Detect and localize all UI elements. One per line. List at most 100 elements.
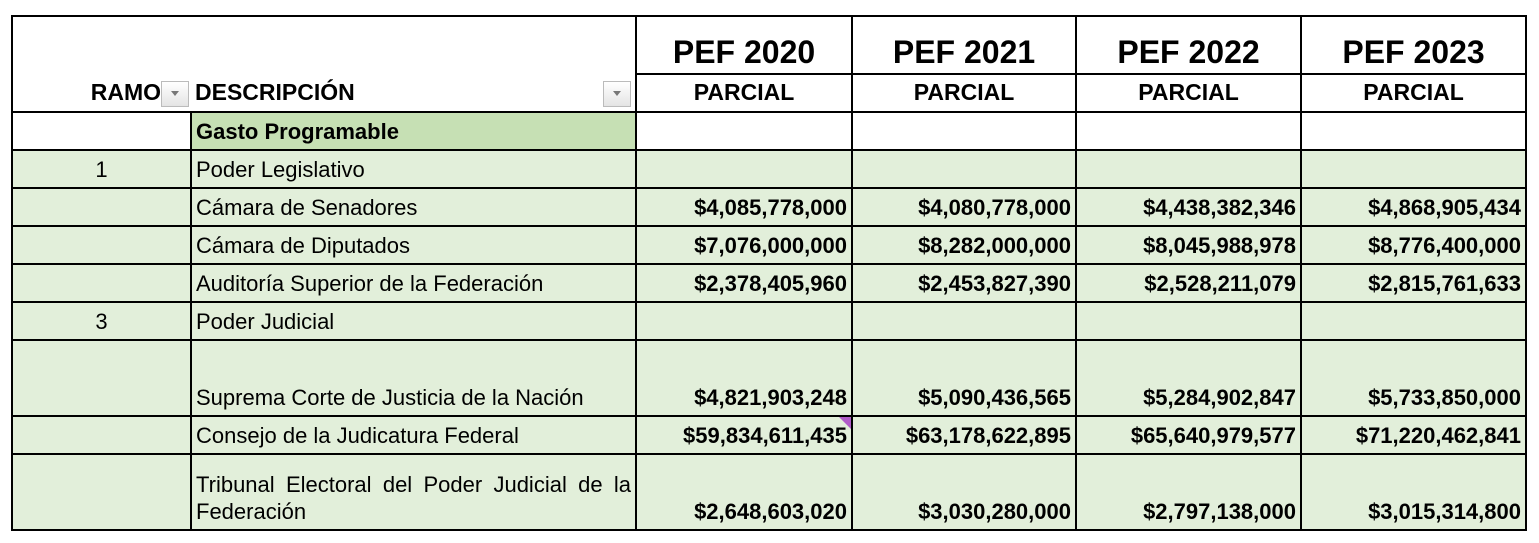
descripcion-cell[interactable]: Poder Legislativo: [190, 149, 637, 189]
table-row: Consejo de la Judicatura Federal $59,834,…: [11, 415, 1527, 455]
value-text: $4,868,905,434: [1368, 194, 1521, 220]
value-text: $63,178,622,895: [905, 422, 1071, 448]
value-cell[interactable]: $5,733,850,000: [1300, 339, 1527, 417]
value-cell[interactable]: $5,090,436,565: [851, 339, 1077, 417]
sub-header: PARCIAL: [1075, 73, 1302, 113]
value-text: $2,648,603,020: [694, 498, 847, 524]
value-cell[interactable]: $7,076,000,000: [635, 225, 853, 265]
value-text: $2,528,211,079: [1144, 270, 1296, 296]
value-cell[interactable]: [635, 301, 853, 341]
table-row: Tribunal Electoral del Poder Judicial de…: [11, 453, 1527, 531]
sub-header: PARCIAL: [851, 73, 1077, 113]
ramo-header: RAMO: [11, 15, 191, 113]
table-row: Cámara de Diputados $7,076,000,000 $8,282,…: [11, 225, 1527, 265]
value-text: $2,453,827,390: [918, 270, 1071, 296]
ramo-cell[interactable]: [11, 263, 192, 303]
descripcion-cell[interactable]: Cámara de Diputados: [190, 225, 637, 265]
descripcion-header-label: DESCRIPCIÓN: [195, 79, 355, 105]
value-cell[interactable]: $3,015,314,800: [1300, 453, 1527, 531]
year-header-2023: PEF 2023: [1300, 15, 1527, 75]
sub-header: PARCIAL: [1300, 73, 1527, 113]
budget-table: RAMO DESCRIPCIÓN PEF 2020 PEF 2021 PEF 2…: [11, 15, 1527, 531]
value-text: $4,821,903,248: [694, 384, 847, 410]
value-text: $7,076,000,000: [694, 232, 847, 258]
ramo-cell[interactable]: 3: [11, 301, 192, 341]
value-cell[interactable]: $59,834,611,435: [635, 415, 853, 455]
descripcion-cell[interactable]: Consejo de la Judicatura Federal: [190, 415, 637, 455]
value-cell[interactable]: $8,282,000,000: [851, 225, 1077, 265]
value-cell[interactable]: [851, 149, 1077, 189]
value-cell[interactable]: $8,776,400,000: [1300, 225, 1527, 265]
table-row: 3 Poder Judicial: [11, 301, 1527, 341]
value-cell[interactable]: $2,648,603,020: [635, 453, 853, 531]
value-text: $8,282,000,000: [918, 232, 1071, 258]
value-text: $65,640,979,577: [1130, 422, 1296, 448]
descripcion-cell[interactable]: Tribunal Electoral del Poder Judicial de…: [190, 453, 637, 531]
value-cell[interactable]: $4,868,905,434: [1300, 187, 1527, 227]
year-header-2020: PEF 2020: [635, 15, 853, 75]
value-cell[interactable]: $4,821,903,248: [635, 339, 853, 417]
value-text: $3,015,314,800: [1368, 498, 1521, 524]
value-cell[interactable]: $5,284,902,847: [1075, 339, 1302, 417]
value-text: $2,378,405,960: [694, 270, 847, 296]
value-text: $71,220,462,841: [1355, 422, 1521, 448]
value-cell[interactable]: $3,030,280,000: [851, 453, 1077, 531]
value-cell[interactable]: [1300, 111, 1527, 151]
value-cell[interactable]: [851, 111, 1077, 151]
value-cell[interactable]: $2,453,827,390: [851, 263, 1077, 303]
value-cell[interactable]: $63,178,622,895: [851, 415, 1077, 455]
value-text: $4,085,778,000: [694, 194, 847, 220]
value-cell[interactable]: [635, 111, 853, 151]
value-text: $5,090,436,565: [918, 384, 1071, 410]
ramo-cell[interactable]: [11, 187, 192, 227]
descripcion-cell[interactable]: Gasto Programable: [190, 111, 637, 151]
value-cell[interactable]: [851, 301, 1077, 341]
value-text: $2,815,761,633: [1368, 270, 1521, 296]
section-row: Gasto Programable: [11, 111, 1527, 151]
value-text: $5,284,902,847: [1143, 384, 1296, 410]
value-text: $5,733,850,000: [1368, 384, 1521, 410]
value-cell[interactable]: $8,045,988,978: [1075, 225, 1302, 265]
descripcion-header: DESCRIPCIÓN: [191, 15, 636, 113]
value-text: $4,438,382,346: [1143, 194, 1296, 220]
value-text: $59,834,611,435: [683, 422, 847, 448]
year-header-2022: PEF 2022: [1075, 15, 1302, 75]
descripcion-filter-dropdown[interactable]: [603, 81, 631, 107]
ramo-cell[interactable]: [11, 225, 192, 265]
table-row: Auditoría Superior de la Federación $2,37…: [11, 263, 1527, 303]
ramo-cell[interactable]: [11, 415, 192, 455]
descripcion-cell[interactable]: Poder Judicial: [190, 301, 637, 341]
value-cell[interactable]: [635, 149, 853, 189]
value-cell[interactable]: [1300, 149, 1527, 189]
value-cell[interactable]: $4,438,382,346: [1075, 187, 1302, 227]
ramo-cell[interactable]: 1: [11, 149, 192, 189]
value-cell[interactable]: $71,220,462,841: [1300, 415, 1527, 455]
value-cell[interactable]: [1075, 301, 1302, 341]
value-cell[interactable]: $2,378,405,960: [635, 263, 853, 303]
value-text: $4,080,778,000: [918, 194, 1071, 220]
table-row: Cámara de Senadores $4,085,778,000 $4,080,…: [11, 187, 1527, 227]
ramo-cell[interactable]: [11, 111, 192, 151]
ramo-filter-dropdown[interactable]: [161, 81, 189, 107]
table-row: Suprema Corte de Justicia de la Nación $4…: [11, 339, 1527, 417]
value-cell[interactable]: $65,640,979,577: [1075, 415, 1302, 455]
year-header-2021: PEF 2021: [851, 15, 1077, 75]
value-cell[interactable]: $2,528,211,079: [1075, 263, 1302, 303]
ramo-cell[interactable]: [11, 453, 192, 531]
value-text: $3,030,280,000: [918, 498, 1071, 524]
value-cell[interactable]: [1300, 301, 1527, 341]
comment-indicator[interactable]: [839, 418, 850, 429]
value-cell[interactable]: $4,080,778,000: [851, 187, 1077, 227]
value-cell[interactable]: $4,085,778,000: [635, 187, 853, 227]
value-cell[interactable]: [1075, 111, 1302, 151]
value-cell[interactable]: $2,797,138,000: [1075, 453, 1302, 531]
descripcion-cell[interactable]: Auditoría Superior de la Federación: [190, 263, 637, 303]
descripcion-cell[interactable]: Suprema Corte de Justicia de la Nación: [190, 339, 637, 417]
value-text: $8,776,400,000: [1368, 232, 1521, 258]
ramo-cell[interactable]: [11, 339, 192, 417]
value-text: $2,797,138,000: [1143, 498, 1296, 524]
descripcion-cell[interactable]: Cámara de Senadores: [190, 187, 637, 227]
value-cell[interactable]: $2,815,761,633: [1300, 263, 1527, 303]
ramo-header-label: RAMO: [90, 79, 161, 105]
value-cell[interactable]: [1075, 149, 1302, 189]
